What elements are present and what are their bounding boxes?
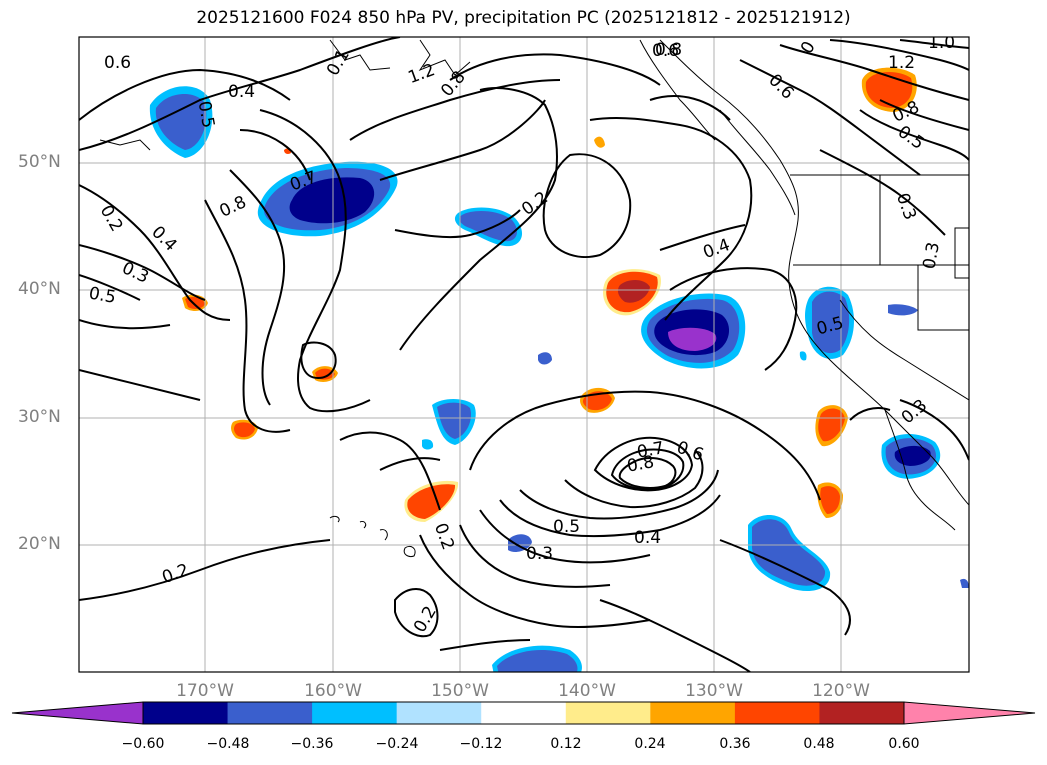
precip-pos-blob bbox=[407, 484, 456, 519]
colorbar-tick-label: −0.36 bbox=[290, 736, 334, 752]
colorbar-tick-label: −0.60 bbox=[121, 736, 165, 752]
contour-label: 0.8 bbox=[626, 452, 656, 476]
lon-label: 130°W bbox=[685, 681, 743, 701]
precip-pos-blob bbox=[315, 368, 335, 380]
colorbar-segment bbox=[734, 702, 820, 724]
colorbar-segment bbox=[396, 702, 482, 724]
colorbar-tick-label: 0.36 bbox=[719, 736, 751, 752]
precip-neg-blob bbox=[155, 93, 207, 150]
colorbar-tick-label: −0.12 bbox=[459, 736, 503, 752]
map-panel: 0.6 0.4 0.5 0.1 1.2 0.8 0.6 0.8 0 0.6 1.… bbox=[78, 33, 970, 673]
contour-label: 0.6 bbox=[652, 41, 679, 61]
precip-neg-blob bbox=[799, 351, 807, 361]
precip-neg-blob bbox=[668, 327, 717, 351]
lat-label: 20°N bbox=[18, 534, 61, 554]
contour-label: 0.3 bbox=[526, 544, 553, 564]
colorbar-tick-label: 0.24 bbox=[634, 736, 666, 752]
colorbar-tick-label: −0.48 bbox=[206, 736, 250, 752]
colorbar-segment bbox=[143, 702, 229, 724]
precip-neg-blob bbox=[459, 210, 518, 242]
lat-label: 30°N bbox=[18, 407, 61, 427]
contour-label: 0.5 bbox=[87, 283, 117, 307]
precip-neg-blob bbox=[812, 291, 850, 354]
lon-label: 170°W bbox=[176, 681, 234, 701]
contour-label: 0.4 bbox=[634, 528, 661, 548]
precip-neg-blob bbox=[289, 177, 375, 224]
precip-pos-blob bbox=[233, 422, 255, 438]
lon-label: 120°W bbox=[812, 681, 870, 701]
precip-neg-blob bbox=[960, 578, 969, 588]
contour-label: 1.0 bbox=[928, 33, 955, 53]
precip-pos-blob bbox=[617, 279, 650, 303]
precip-neg-blob bbox=[752, 519, 826, 586]
colorbar-segment bbox=[650, 702, 736, 724]
colorbar-tick-label: 0.48 bbox=[803, 736, 835, 752]
contour-label: 1.2 bbox=[888, 53, 915, 73]
coastlines bbox=[99, 39, 969, 557]
contour-label: 0.4 bbox=[228, 82, 255, 102]
colorbar-tick-label: 0.60 bbox=[888, 736, 920, 752]
pv-contours bbox=[79, 37, 969, 672]
contour-label: 0.8 bbox=[655, 40, 682, 60]
colorbar-segment bbox=[481, 702, 567, 724]
lat-label: 40°N bbox=[18, 279, 61, 299]
contour-label: 0.5 bbox=[553, 517, 580, 537]
contour-label: 0.5 bbox=[194, 100, 218, 130]
map-frame bbox=[78, 36, 970, 673]
colorbar-segment bbox=[312, 702, 398, 724]
graticule bbox=[79, 37, 969, 672]
contour-label: 0.3 bbox=[919, 241, 943, 271]
precip-neg-blob bbox=[538, 352, 552, 365]
precip-neg-blob bbox=[437, 402, 472, 439]
lon-label: 160°W bbox=[304, 681, 362, 701]
colorbar-segment bbox=[819, 702, 905, 724]
precip-pos-blob bbox=[820, 486, 840, 514]
map-title: 2025121600 F024 850 hPa PV, precipitatio… bbox=[196, 8, 851, 28]
precip-neg-blob bbox=[894, 445, 931, 466]
precip-neg-blob bbox=[888, 304, 918, 316]
precip-pos-blob bbox=[594, 136, 605, 148]
precip-neg-blob bbox=[422, 439, 434, 450]
precipitation-shading bbox=[149, 67, 969, 672]
precip-pos-blob bbox=[818, 408, 845, 442]
colorbar-segment bbox=[227, 702, 313, 724]
colorbar-extend-high bbox=[904, 702, 1035, 724]
lon-label: 150°W bbox=[431, 681, 489, 701]
precip-neg-blob bbox=[508, 534, 532, 553]
colorbar-extend-low bbox=[12, 702, 143, 724]
contour-label: 0.7 bbox=[636, 438, 666, 462]
colorbar bbox=[11, 701, 1036, 725]
contour-label: 0.6 bbox=[104, 53, 131, 73]
colorbar-tick-label: −0.24 bbox=[375, 736, 419, 752]
lon-label: 140°W bbox=[558, 681, 616, 701]
colorbar-tick-label: 0.12 bbox=[550, 736, 582, 752]
colorbar-segment bbox=[565, 702, 651, 724]
precip-neg-blob bbox=[497, 650, 578, 672]
lat-label: 50°N bbox=[18, 152, 61, 172]
